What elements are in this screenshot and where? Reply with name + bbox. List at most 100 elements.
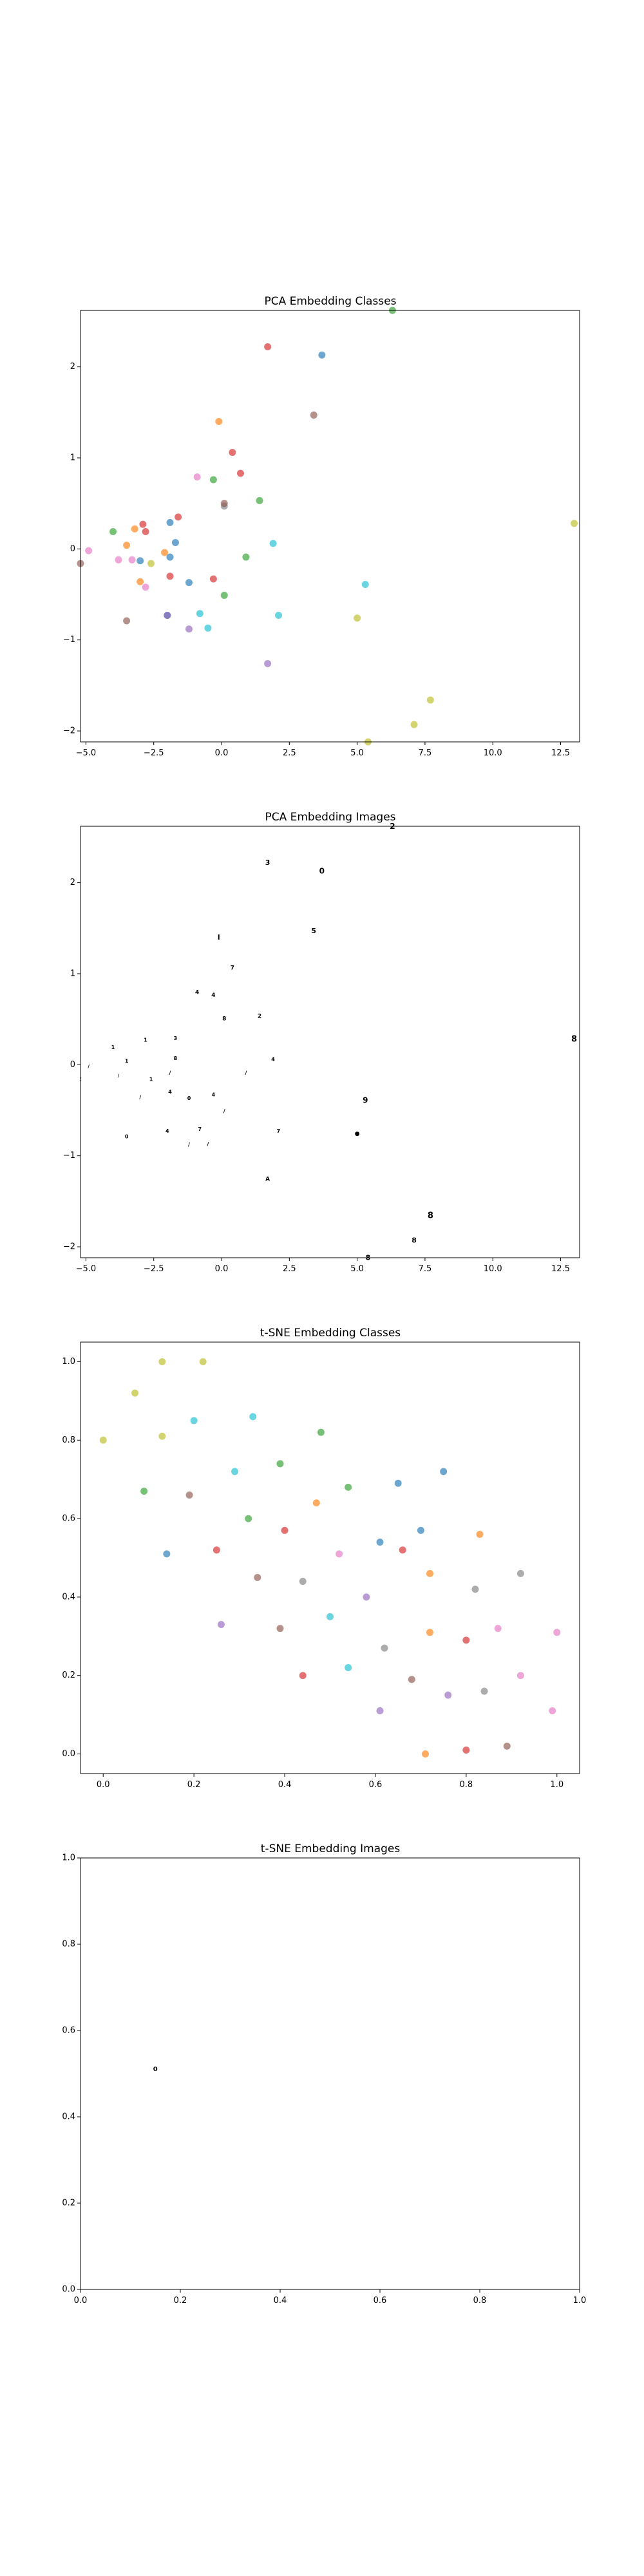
scatter-point [327,1613,334,1620]
scatter-point [99,1436,107,1444]
x-tick-label: −5.0 [76,748,97,758]
x-tick-label: 0.0 [215,1264,229,1274]
x-tick-label: 10.0 [484,748,502,758]
y-tick-label: −2 [63,1242,75,1252]
scatter-point [142,527,149,535]
axes-frame [80,826,580,1258]
scatter-point [264,343,272,351]
scatter-point [164,612,171,620]
panel-pca-images: PCA Embedding Images 3 0 2 5 l 7 4 4 2 8 3 1 8 1 4 8 1 / /… [63,811,580,1274]
scatter-point [158,1358,166,1365]
scatter-point [185,579,193,587]
x-tick-label: 2.5 [283,1264,296,1274]
scatter-point [274,612,282,620]
scatter-point [399,1546,406,1554]
image-thumbnail: / [118,1073,120,1078]
scatter-point [376,1707,384,1715]
x-axis-ticks: 0.0 0.2 0.4 0.6 0.8 1.0 [97,1774,564,1790]
scatter-point [299,1578,307,1586]
image-thumbnail: / [88,1064,90,1069]
x-tick-label: 0.4 [278,1780,292,1790]
x-tick-label: 0.6 [369,1780,383,1790]
x-tick-label: 0.2 [174,2296,187,2306]
y-tick-label: 1 [70,453,75,462]
scatter-point [376,1539,384,1546]
scatter-point [312,1499,320,1507]
x-tick-label: 10.0 [484,1264,502,1274]
y-tick-label: 0.2 [62,1671,75,1680]
scatter-point [131,1389,139,1397]
y-tick-label: 2 [70,878,75,887]
x-tick-label: 12.5 [551,748,570,758]
image-thumbnail: 1 [144,1037,147,1043]
scatter-point [115,556,122,564]
scatter-point [426,1569,433,1577]
panel-tsne-classes: t-SNE Embedding Classes 0.0 0.2 0.4 0.6 0.8 1… [62,1327,580,1790]
x-tick-label: 5.0 [350,1264,364,1274]
scatter-point [128,556,136,564]
x-tick-label: 2.5 [283,748,296,758]
scatter-point [229,449,236,457]
y-axis-ticks: −2 −1 0 1 2 [63,878,80,1252]
image-thumbnail: 1 [111,1045,115,1050]
scatter-point [503,1742,511,1750]
image-thumbnail: 8 [222,1016,226,1023]
scatter-point [163,1550,171,1558]
x-tick-label: 0.6 [374,2296,387,2306]
scatter-point [140,1487,148,1495]
image-thumbnail: / [223,1108,225,1114]
scatter-point [276,1625,284,1633]
image-thumbnail: 7 [231,965,234,972]
scatter-point [204,624,212,632]
scatter-point [190,1417,198,1425]
scatter-point [147,560,155,567]
image-thumbnail: 0 [125,1134,129,1140]
y-tick-label: 0.8 [62,1940,75,1949]
image-thumbnail: 0 [319,866,325,875]
image-thumbnail: A [265,1176,270,1182]
scatter-point [516,1672,524,1680]
y-axis-ticks: 0.0 0.2 0.4 0.6 0.8 1.0 [62,1853,80,2295]
y-tick-label: 1 [70,969,75,978]
scatter-point [131,525,138,533]
scatter-point [142,583,149,591]
y-tick-label: 2 [70,362,75,372]
scatter-point [336,1550,343,1558]
y-tick-label: −1 [63,1151,75,1160]
scatter-point [516,1569,524,1577]
axes-frame [80,1341,580,1774]
scatter-point [553,1629,561,1636]
y-tick-label: 0.6 [62,2026,75,2036]
image-thumbnail: 7 [198,1126,202,1132]
scatter-point [317,1428,325,1436]
image-thumbnail: 9 [363,1095,368,1104]
image-thumbnail: 1 [125,1058,129,1064]
image-thumbnail: 4 [211,992,215,999]
scatter-point [123,542,131,549]
x-tick-label: 0.0 [74,2296,88,2306]
scatter-point [185,1492,193,1499]
scatter-point [193,473,201,481]
scatter-point [462,1746,470,1754]
y-tick-label: 0.4 [62,1592,75,1602]
x-tick-label: 7.5 [419,748,432,758]
image-thumbnail: 4 [271,1056,275,1062]
x-tick-label: 0.8 [473,2296,487,2306]
image-thumbnails-layer: 0 [153,2066,158,2073]
scatter-point [85,547,93,554]
panel-pca-classes: PCA Embedding Classes −5.0 −2.5 0.0 2.5 5.0 7… [63,295,580,758]
axes-frame [80,310,580,743]
image-thumbnail: 8 [428,1211,433,1220]
scatter-point [381,1644,388,1652]
image-thumbnail: 5 [311,927,316,935]
scatter-point [361,580,369,588]
scatter-point [249,1413,257,1421]
scatter-point [213,1546,220,1554]
image-thumbnail: 7 [277,1128,281,1134]
scatter-point [123,617,131,625]
scatter-point [109,527,117,535]
scatter-point [408,1676,415,1683]
y-tick-label: 0 [70,1060,75,1070]
x-tick-label: 0.4 [274,2296,287,2306]
y-tick-label: −2 [63,726,75,736]
